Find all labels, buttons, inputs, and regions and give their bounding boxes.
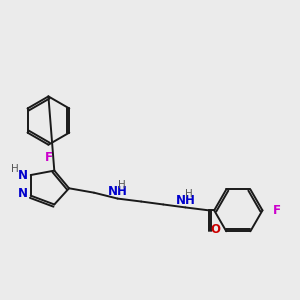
Text: NH: NH <box>176 194 195 207</box>
Text: H: H <box>11 164 18 174</box>
Text: H: H <box>185 189 193 199</box>
Text: NH: NH <box>108 185 127 198</box>
Text: N: N <box>17 169 28 182</box>
Text: N: N <box>17 187 28 200</box>
Text: O: O <box>210 223 220 236</box>
Text: F: F <box>44 151 52 164</box>
Text: F: F <box>273 204 281 217</box>
Text: H: H <box>118 180 125 190</box>
